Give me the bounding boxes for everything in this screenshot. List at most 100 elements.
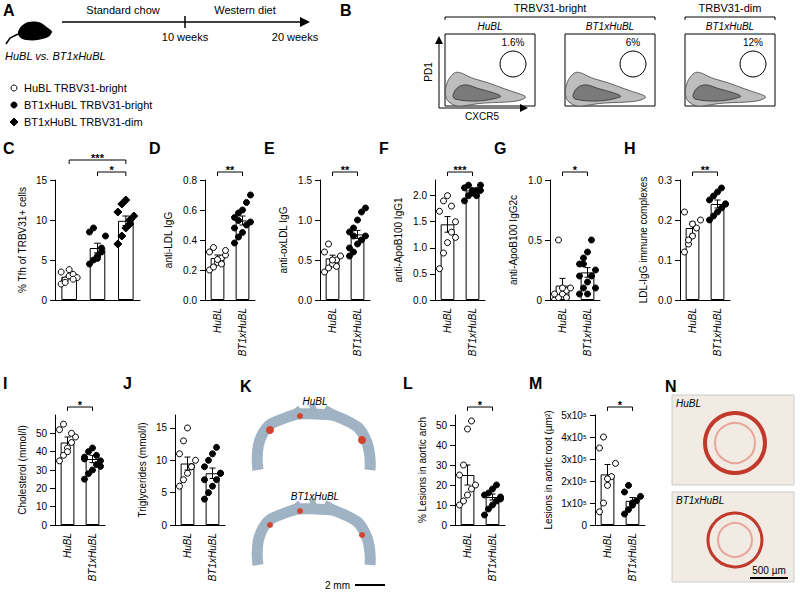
svg-text:N: N bbox=[665, 378, 677, 395]
svg-text:12%: 12% bbox=[743, 37, 763, 48]
svg-text:20: 20 bbox=[36, 483, 48, 494]
svg-text:1.0: 1.0 bbox=[413, 242, 427, 253]
svg-text:HuBL: HuBL bbox=[327, 308, 338, 333]
svg-text:0: 0 bbox=[536, 295, 542, 306]
svg-text:HuBL: HuBL bbox=[602, 533, 613, 558]
svg-text:**: ** bbox=[226, 164, 235, 176]
svg-text:HuBL: HuBL bbox=[302, 396, 327, 407]
svg-text:5: 5 bbox=[161, 487, 167, 498]
svg-text:1.5: 1.5 bbox=[298, 175, 312, 186]
svg-text:10: 10 bbox=[36, 501, 48, 512]
svg-text:5x10⁵: 5x10⁵ bbox=[561, 410, 587, 421]
svg-text:1.6%: 1.6% bbox=[502, 37, 525, 48]
svg-text:*: * bbox=[618, 399, 623, 411]
svg-text:10 weeks: 10 weeks bbox=[162, 31, 209, 43]
svg-text:50: 50 bbox=[436, 420, 448, 431]
svg-text:Cholesterol (mmol/l): Cholesterol (mmol/l) bbox=[17, 425, 28, 514]
svg-text:PD1: PD1 bbox=[423, 62, 434, 82]
svg-text:BT1xHuBL: BT1xHuBL bbox=[291, 491, 339, 502]
svg-text:15: 15 bbox=[156, 422, 168, 433]
svg-text:F: F bbox=[379, 140, 389, 157]
svg-text:0: 0 bbox=[41, 520, 47, 531]
svg-text:40: 40 bbox=[36, 446, 48, 457]
svg-text:40: 40 bbox=[436, 440, 448, 451]
svg-text:50: 50 bbox=[36, 428, 48, 439]
svg-text:*: * bbox=[573, 164, 578, 176]
svg-text:BT1xHuBL: BT1xHuBL bbox=[87, 533, 98, 581]
svg-text:30: 30 bbox=[36, 465, 48, 476]
svg-text:10: 10 bbox=[436, 500, 448, 511]
svg-text:HuBL: HuBL bbox=[442, 308, 453, 333]
svg-text:HuBL: HuBL bbox=[477, 21, 502, 32]
svg-text:6%: 6% bbox=[626, 37, 641, 48]
svg-text:30: 30 bbox=[436, 460, 448, 471]
svg-text:Standard chow: Standard chow bbox=[86, 4, 159, 16]
svg-text:2.0: 2.0 bbox=[413, 190, 427, 201]
svg-text:D: D bbox=[149, 140, 161, 157]
svg-text:HuBL: HuBL bbox=[182, 533, 193, 558]
svg-text:BT1xHuBL TRBV31-bright: BT1xHuBL TRBV31-bright bbox=[24, 99, 152, 111]
svg-text:BT1xHuBL: BT1xHuBL bbox=[586, 21, 634, 32]
svg-text:0.2: 0.2 bbox=[658, 215, 672, 226]
svg-text:0.4: 0.4 bbox=[183, 235, 197, 246]
svg-text:TRBV31-bright: TRBV31-bright bbox=[514, 2, 587, 14]
svg-text:20: 20 bbox=[436, 480, 448, 491]
svg-text:0.0: 0.0 bbox=[183, 295, 197, 306]
svg-text:L: L bbox=[403, 375, 413, 392]
svg-text:0: 0 bbox=[41, 295, 47, 306]
svg-text:0: 0 bbox=[581, 520, 587, 531]
svg-text:2 mm: 2 mm bbox=[325, 580, 350, 591]
svg-text:*: * bbox=[478, 399, 483, 411]
svg-text:Lesions in aortic root (µm²): Lesions in aortic root (µm²) bbox=[543, 410, 554, 529]
svg-text:0.0: 0.0 bbox=[298, 295, 312, 306]
svg-text:3x10⁵: 3x10⁵ bbox=[561, 454, 587, 465]
svg-text:1.0: 1.0 bbox=[528, 175, 542, 186]
svg-text:0.5: 0.5 bbox=[413, 268, 427, 279]
svg-text:M: M bbox=[529, 375, 542, 392]
svg-text:CXCR5: CXCR5 bbox=[465, 111, 499, 122]
svg-text:HuBL: HuBL bbox=[212, 308, 223, 333]
svg-text:BT1xHuBL: BT1xHuBL bbox=[467, 308, 478, 356]
svg-text:LDL-IgG immune complexes: LDL-IgG immune complexes bbox=[638, 177, 649, 304]
svg-text:0.3: 0.3 bbox=[658, 175, 672, 186]
svg-text:TRBV31-dim: TRBV31-dim bbox=[699, 2, 762, 14]
svg-text:4x10⁵: 4x10⁵ bbox=[561, 432, 587, 443]
svg-text:*: * bbox=[110, 164, 115, 176]
svg-text:BT1xHuBL: BT1xHuBL bbox=[712, 308, 723, 356]
svg-text:500 µm: 500 µm bbox=[752, 565, 786, 576]
svg-text:0.8: 0.8 bbox=[183, 175, 197, 186]
svg-text:BT1xHuBL: BT1xHuBL bbox=[582, 308, 593, 356]
svg-text:% Tfh of TRBV31+ cells: % Tfh of TRBV31+ cells bbox=[17, 187, 28, 293]
svg-text:J: J bbox=[123, 375, 132, 392]
svg-text:0.0: 0.0 bbox=[413, 295, 427, 306]
svg-text:1.5: 1.5 bbox=[413, 216, 427, 227]
svg-text:10: 10 bbox=[36, 215, 48, 226]
svg-text:H: H bbox=[624, 140, 636, 157]
svg-text:HuBL: HuBL bbox=[676, 398, 701, 409]
svg-text:BT1xHuBL: BT1xHuBL bbox=[237, 308, 248, 356]
svg-text:*: * bbox=[78, 399, 83, 411]
svg-text:BT1xHuBL: BT1xHuBL bbox=[706, 21, 754, 32]
svg-text:**: ** bbox=[701, 164, 710, 176]
svg-text:0.1: 0.1 bbox=[658, 255, 672, 266]
svg-text:anti-ApoB100 IgG1: anti-ApoB100 IgG1 bbox=[393, 197, 404, 282]
svg-text:HuBL: HuBL bbox=[462, 533, 473, 558]
svg-text:1x10⁵: 1x10⁵ bbox=[561, 498, 587, 509]
svg-text:0.2: 0.2 bbox=[183, 265, 197, 276]
svg-text:HuBL: HuBL bbox=[62, 533, 73, 558]
svg-text:K: K bbox=[240, 378, 252, 395]
svg-text:anti-oxLDL IgG: anti-oxLDL IgG bbox=[278, 206, 289, 273]
svg-text:Western diet: Western diet bbox=[214, 4, 276, 16]
svg-text:BT1xHuBL: BT1xHuBL bbox=[676, 495, 724, 506]
svg-text:HuBL: HuBL bbox=[557, 308, 568, 333]
svg-text:I: I bbox=[3, 375, 7, 392]
svg-text:C: C bbox=[3, 140, 15, 157]
svg-text:2x10⁵: 2x10⁵ bbox=[561, 476, 587, 487]
svg-text:10: 10 bbox=[156, 455, 168, 466]
svg-text:G: G bbox=[494, 140, 506, 157]
svg-text:HuBL TRBV31-bright: HuBL TRBV31-bright bbox=[24, 82, 127, 94]
svg-text:15: 15 bbox=[36, 175, 48, 186]
svg-text:0.5: 0.5 bbox=[528, 235, 542, 246]
svg-text:5: 5 bbox=[41, 255, 47, 266]
svg-text:E: E bbox=[264, 140, 275, 157]
